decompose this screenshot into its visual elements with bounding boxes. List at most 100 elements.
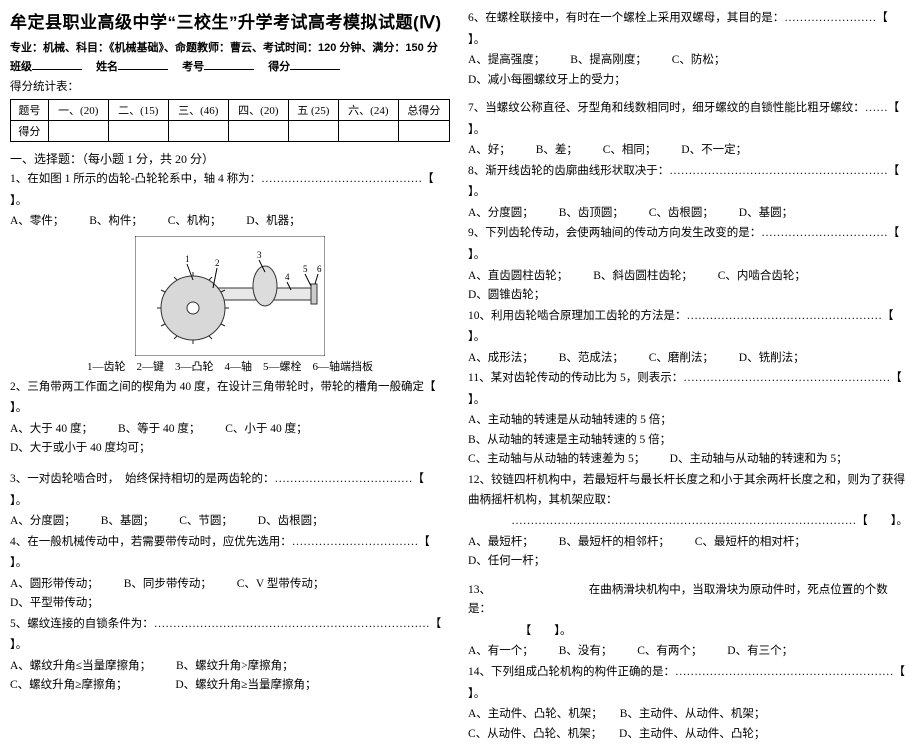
opt-d[interactable]: D、有三个； (727, 642, 793, 662)
opt-a[interactable]: A、主动件、凸轮、机架； (468, 705, 603, 725)
question-9: 9、下列齿轮传动，会使两轴间的传动方向发生改变的是：……………………………【 (468, 224, 908, 244)
opt-c[interactable]: C、相同； (603, 141, 657, 161)
opt-b[interactable]: B、基圆； (101, 512, 155, 532)
opt-b[interactable]: B、最短杆的相邻杆； (559, 533, 670, 553)
opt-c[interactable]: C、磨削法； (649, 349, 714, 369)
exam-meta-line: 专业：机械、科目：《机械基础》、命题教师：曹云、考试时间：120 分钟、满分：1… (10, 39, 450, 55)
th: 一、(20) (48, 100, 108, 121)
question-12: 12、铰链四杆机构中，若最短杆与最长杆长度之和小于其余两杆长度之和，则为了获得曲… (468, 471, 908, 510)
question-13-tail: 【 】。 (468, 622, 908, 642)
th: 四、(20) (228, 100, 288, 121)
question-4: 4、在一般机械传动中，若需要带传动时，应优先选用：……………………………【 (10, 533, 450, 553)
opt-c[interactable]: C、主动轴与从动轴的转速差为 5； (468, 450, 645, 470)
score-label: 得分 (268, 61, 290, 73)
opt-a[interactable]: A、零件； (10, 212, 64, 232)
figure-caption: 1—齿轮 2—键 3—凸轮 4—轴 5—螺栓 6—轴端挡板 (10, 358, 450, 374)
id-blank[interactable] (204, 58, 254, 70)
opt-b[interactable]: B、斜齿圆柱齿轮； (593, 267, 693, 287)
opt-d[interactable]: D、螺纹升角≥当量摩擦角； (175, 676, 316, 696)
opt-c[interactable]: C、内啮合齿轮； (718, 267, 806, 287)
class-blank[interactable] (32, 58, 82, 70)
opt-d[interactable]: D、大于或小于 40 度均可； (10, 439, 151, 459)
opt-d[interactable]: D、任何一杆； (468, 552, 545, 572)
opt-b[interactable]: B、同步带传动； (124, 575, 212, 595)
opt-d[interactable]: D、主动件、从动件、凸轮； (619, 725, 765, 745)
opt-a[interactable]: A、提高强度； (468, 51, 545, 71)
opt-d[interactable]: D、铣削法； (739, 349, 805, 369)
q8-options: A、分度圆； B、齿顶圆； C、齿根圆； D、基圆； (468, 204, 908, 224)
opt-b[interactable]: B、齿顶圆； (559, 204, 624, 224)
td[interactable] (228, 121, 288, 142)
opt-c[interactable]: C、节圆； (179, 512, 233, 532)
opt-c[interactable]: C、V 型带传动； (237, 575, 325, 595)
opt-a[interactable]: A、圆形带传动； (10, 575, 99, 595)
opt-b[interactable]: B、从动轴的转速是主动轴转速的 5 倍； (468, 431, 671, 451)
question-10: 10、利用齿轮啮合原理加工齿轮的方法是：……………………………………………【 (468, 307, 908, 327)
opt-a[interactable]: A、成形法； (468, 349, 534, 369)
opt-c[interactable]: C、齿根圆； (649, 204, 714, 224)
opt-b[interactable]: B、构件； (89, 212, 143, 232)
td: 得分 (11, 121, 49, 142)
question-14-bracket: 】。 (468, 685, 908, 705)
opt-a[interactable]: A、主动轴的转速是从动轴转速的 5 倍； (468, 411, 672, 431)
q11-options: A、主动轴的转速是从动轴转速的 5 倍； B、从动轴的转速是主动轴转速的 5 倍… (468, 411, 908, 470)
opt-d[interactable]: D、不一定； (681, 141, 747, 161)
question-8: 8、渐开线齿轮的齿廓曲线形状取决于：…………………………………………………【 (468, 162, 908, 182)
opt-b[interactable]: B、提高刚度； (570, 51, 647, 71)
q7-options: A、好； B、差； C、相同； D、不一定； (468, 141, 908, 161)
name-blank[interactable] (118, 58, 168, 70)
question-7: 7、当螺纹公称直径、牙型角和线数相同时，细牙螺纹的自锁性能比粗牙螺纹：……【 (468, 99, 908, 119)
opt-a[interactable]: A、分度圆； (468, 204, 534, 224)
opt-d[interactable]: D、齿根圆； (258, 512, 324, 532)
opt-c[interactable]: C、小于 40 度； (225, 420, 307, 440)
question-12-tail: ………………………………………………………………………………【 】。 (468, 512, 908, 532)
exam-title: 牟定县职业高级中学“三校生”升学考试高考模拟试题(Ⅳ) (10, 8, 450, 33)
question-14: 14、下列组成凸轮机构的构件正确的是：…………………………………………………【 (468, 663, 908, 683)
opt-d[interactable]: D、减小每圈螺纹牙上的受力； (468, 71, 626, 91)
opt-a[interactable]: A、好； (468, 141, 511, 161)
opt-a[interactable]: A、大于 40 度； (10, 420, 93, 440)
opt-b[interactable]: B、主动件、从动件、机架； (620, 705, 766, 725)
td[interactable] (168, 121, 228, 142)
score-blank[interactable] (290, 58, 340, 70)
q10-options: A、成形法； B、范成法； C、磨削法； D、铣削法； (468, 349, 908, 369)
td[interactable] (48, 121, 108, 142)
opt-d[interactable]: D、机器； (246, 212, 300, 232)
opt-b[interactable]: B、螺纹升角>摩擦角； (176, 657, 294, 677)
q1-options: A、零件； B、构件； C、机构； D、机器； (10, 212, 450, 232)
opt-c[interactable]: C、防松； (672, 51, 726, 71)
opt-c[interactable]: C、有两个； (637, 642, 702, 662)
opt-c[interactable]: C、从动件、凸轮、机架； (468, 725, 602, 745)
q6-options: A、提高强度； B、提高刚度； C、防松； D、减小每圈螺纹牙上的受力； (468, 51, 908, 90)
td[interactable] (398, 121, 449, 142)
th: 六、(24) (338, 100, 398, 121)
td[interactable] (338, 121, 398, 142)
opt-c[interactable]: C、最短杆的相对杆； (695, 533, 806, 553)
td[interactable] (288, 121, 338, 142)
opt-a[interactable]: A、螺纹升角≤当量摩擦角； (10, 657, 151, 677)
id-label: 考号 (182, 61, 204, 73)
question-7-bracket: 】。 (468, 121, 908, 141)
question-8-bracket: 】。 (468, 183, 908, 203)
opt-b[interactable]: B、等于 40 度； (118, 420, 200, 440)
question-2-bracket: 】。 (10, 399, 450, 419)
opt-a[interactable]: A、直齿圆柱齿轮； (468, 267, 568, 287)
opt-d[interactable]: D、主动轴与从动轴的转速和为 5； (670, 450, 848, 470)
opt-d[interactable]: D、基圆； (739, 204, 793, 224)
opt-a[interactable]: A、有一个； (468, 642, 534, 662)
student-fields: 班级 姓名 考号 得分 (10, 58, 450, 74)
td[interactable] (108, 121, 168, 142)
opt-c[interactable]: C、机构； (168, 212, 222, 232)
opt-b[interactable]: B、没有； (559, 642, 613, 662)
opt-b[interactable]: B、范成法； (559, 349, 624, 369)
question-1-bracket: 】。 (10, 192, 450, 212)
opt-d[interactable]: D、平型带传动； (10, 594, 99, 614)
opt-a[interactable]: A、最短杆； (468, 533, 534, 553)
question-11-bracket: 】。 (468, 391, 908, 411)
stat-label: 得分统计表： (10, 77, 450, 97)
opt-a[interactable]: A、分度圆； (10, 512, 76, 532)
opt-d[interactable]: D、圆锥齿轮； (468, 286, 545, 306)
opt-c[interactable]: C、螺纹升角≥摩擦角； (10, 676, 127, 696)
q13-options: A、有一个； B、没有； C、有两个； D、有三个； (468, 642, 908, 662)
opt-b[interactable]: B、差； (536, 141, 578, 161)
